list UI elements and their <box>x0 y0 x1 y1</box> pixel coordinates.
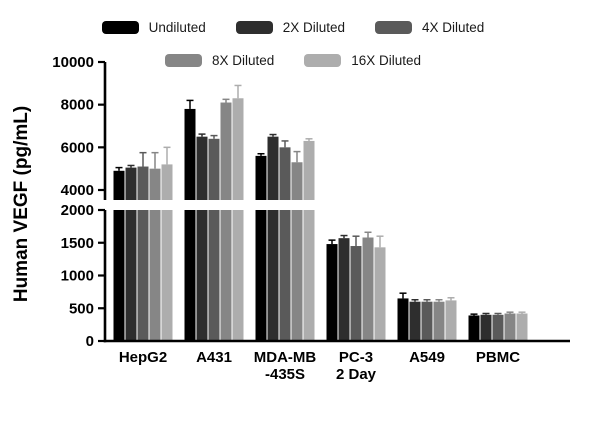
x-category-label: HepG2 <box>119 349 167 366</box>
x-category-label: A431 <box>196 349 232 366</box>
bar <box>326 244 338 341</box>
bar-upper-segment <box>232 98 244 200</box>
legend-label: 16X Diluted <box>351 53 422 68</box>
legend-label: 8X Diluted <box>211 53 275 68</box>
bar-upper-segment <box>125 167 137 200</box>
legend-item-undiluted: Undiluted <box>101 20 206 35</box>
bar <box>504 313 516 341</box>
bar <box>374 247 386 341</box>
bar-upper-segment <box>291 162 303 200</box>
y-tick-label: 2000 <box>61 202 94 219</box>
bar <box>421 301 433 341</box>
bar-upper-segment <box>196 136 208 200</box>
bar-lower-segment <box>303 210 315 341</box>
legend-item-8x-diluted: 8X Diluted <box>164 53 275 68</box>
bar-lower-segment <box>125 210 137 341</box>
legend-swatch <box>235 21 273 34</box>
bar-upper-segment <box>137 166 149 200</box>
x-category-label: MDA-MB <box>254 349 317 366</box>
x-category-label: PC-3 <box>339 349 373 366</box>
y-axis-title: Human VEGF (pg/mL) <box>11 106 32 302</box>
bar-lower-segment <box>291 210 303 341</box>
chart-legend: Undiluted 2X Diluted 4X Diluted 8X Diluted 1… <box>0 20 586 68</box>
y-tick-label: 10000 <box>52 54 94 71</box>
bar <box>492 314 504 341</box>
bar-lower-segment <box>137 210 149 341</box>
y-tick-label: 1000 <box>61 268 94 285</box>
y-tick-label: 0 <box>86 333 94 350</box>
x-category-label: -435S <box>265 366 305 383</box>
bar <box>350 246 362 341</box>
bar-upper-segment <box>255 155 267 200</box>
bar-upper-segment <box>161 164 173 200</box>
y-tick-label: 6000 <box>61 139 94 156</box>
bar-upper-segment <box>303 140 315 200</box>
y-tick-label: 1500 <box>61 235 94 252</box>
bar-lower-segment <box>208 210 220 341</box>
bar <box>480 314 492 341</box>
y-tick-label: 500 <box>69 300 94 317</box>
bar <box>409 301 421 341</box>
legend-label: Undiluted <box>148 20 206 35</box>
x-category-label: A549 <box>409 349 445 366</box>
legend-row: 8X Diluted 16X Diluted <box>164 53 421 68</box>
legend-swatch <box>375 21 413 34</box>
bar-upper-segment <box>149 168 161 200</box>
bar-upper-segment <box>184 108 196 200</box>
legend-swatch <box>304 54 342 67</box>
bar <box>468 315 480 341</box>
bar-lower-segment <box>232 210 244 341</box>
legend-label: 2X Diluted <box>282 20 346 35</box>
bar <box>433 301 445 341</box>
legend-item-16x-diluted: 16X Diluted <box>304 53 421 68</box>
bar <box>397 298 409 341</box>
bar-upper-segment <box>267 136 279 200</box>
legend-item-4x-diluted: 4X Diluted <box>375 20 484 35</box>
bar-upper-segment <box>220 102 232 200</box>
legend-swatch <box>164 54 202 67</box>
bar-lower-segment <box>255 210 267 341</box>
bar-lower-segment <box>196 210 208 341</box>
legend-item-2x-diluted: 2X Diluted <box>235 20 346 35</box>
bar-upper-segment <box>279 147 291 200</box>
bar-lower-segment <box>220 210 232 341</box>
bar-lower-segment <box>267 210 279 341</box>
bar <box>516 313 528 341</box>
bar-lower-segment <box>113 210 125 341</box>
x-category-label: 2 Day <box>336 366 377 383</box>
y-tick-label: 4000 <box>61 182 94 199</box>
bar <box>338 238 350 341</box>
x-category-label: PBMC <box>476 349 520 366</box>
legend-row: Undiluted 2X Diluted 4X Diluted <box>101 20 484 35</box>
bar <box>445 300 457 341</box>
bar <box>362 237 374 341</box>
legend-swatch <box>101 21 139 34</box>
bar-upper-segment <box>113 170 125 200</box>
bar-lower-segment <box>184 210 196 341</box>
bar-lower-segment <box>279 210 291 341</box>
y-tick-label: 8000 <box>61 97 94 114</box>
bar-lower-segment <box>161 210 173 341</box>
legend-label: 4X Diluted <box>422 20 485 35</box>
bar-lower-segment <box>149 210 161 341</box>
bar-upper-segment <box>208 138 220 200</box>
